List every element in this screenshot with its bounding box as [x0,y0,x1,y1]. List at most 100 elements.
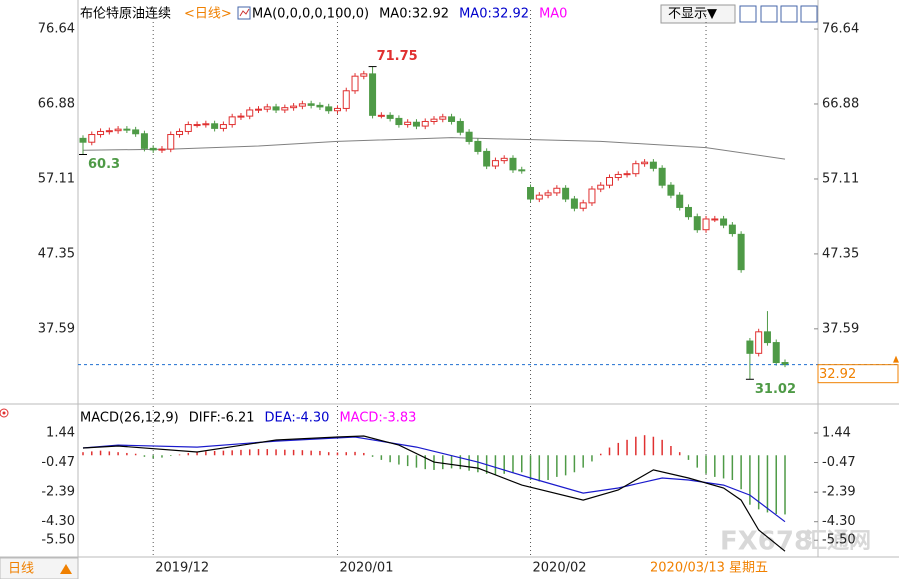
legend-item: DIFF:-6.21 [189,411,255,426]
y-tick-label-right: 47.35 [822,246,859,261]
candle-body [211,123,219,129]
y-tick-label: -0.47 [41,455,75,470]
candle-body [140,133,148,149]
legend-item: MACD(26,12,9) [80,411,179,426]
candle-body [518,169,526,172]
legend-item: MA(0,0,0,0,100,0) [252,7,369,22]
candle-body [746,340,754,354]
candle-body [755,331,763,354]
candle-body [544,192,552,196]
candle-body [193,124,201,127]
candle-body [649,161,657,169]
candle-body [263,106,271,110]
y-tick-label-right: 76.64 [822,22,859,37]
candle-body [684,206,692,218]
candle-body [702,218,710,231]
candle-body [307,103,315,106]
tool-button[interactable] [739,5,757,23]
tool-button[interactable] [780,5,798,23]
candle-body [667,184,675,196]
y-tick-label: -2.39 [41,485,75,500]
candle-body [527,187,535,200]
period-label: <日线> [184,7,232,22]
y-tick-label-right: 37.59 [822,321,859,336]
candle-body [632,163,640,175]
candle-body [377,114,385,117]
candle-body [246,109,254,117]
y-tick-label: 76.64 [38,22,75,37]
period-button[interactable]: 日线 [0,557,79,579]
legend-item: DEA:-4.30 [265,411,330,426]
candle-body [448,116,456,122]
y-tick-label-right: -0.47 [822,455,856,470]
candle-body [483,150,491,167]
last-price-label: 32.92 [819,367,856,382]
candle-body [588,188,596,204]
ma-line [82,137,786,160]
x-tick-label: 2020/02 [533,561,587,576]
candle-body [97,130,105,136]
candle-body [202,123,210,126]
candle-body [237,115,245,118]
candle-body [369,73,377,116]
candle-body [395,117,403,126]
y-tick-label: 47.35 [38,246,75,261]
toolbar-buttons [739,5,818,23]
candle-body [325,106,333,112]
candle-body [465,131,473,142]
candle-body [597,184,605,190]
low-label: 31.02 [755,382,796,397]
candle-body [132,129,140,135]
candle-body [184,124,192,132]
legend-item: MA0:32.92 [379,7,449,22]
candle-body [404,121,412,126]
candle-body [105,130,113,133]
y-tick-label: -5.50 [41,533,75,548]
y-tick-label: -4.30 [41,514,75,529]
candle-body [711,218,719,221]
candle-body [360,73,368,77]
display-toggle[interactable]: 不显示▼ [660,4,736,24]
candle-body [553,187,561,194]
candle-body [316,104,324,108]
candle-body [456,120,464,133]
period-button-text[interactable]: 日线 [8,562,34,577]
candle-body [272,106,280,111]
watermark-code: FX678 [720,527,812,557]
candle-body [579,202,587,209]
tool-button[interactable] [800,5,818,23]
candle-body [281,107,289,111]
candle-body [290,105,298,109]
legend-item: MACD:-3.83 [339,411,416,426]
cursor-date: 2020/03/13 星期五 [650,561,768,576]
y-tick-label-right: 57.11 [822,171,859,186]
candle-body [606,177,614,186]
candle-body [351,75,359,92]
period-button-arrow[interactable] [60,564,72,574]
candle-body [772,342,780,364]
candle-body [509,157,517,171]
y-tick-label-right: -5.50 [822,533,856,548]
display-toggle-text[interactable]: 不显示▼ [668,7,717,22]
candle-body [333,107,341,112]
candle-body [421,120,429,127]
tool-button[interactable] [760,5,778,23]
candle-body [693,216,701,231]
candle-body [167,134,175,150]
y-tick-label: 37.59 [38,321,75,336]
legend-item: MA0:32.92 [459,7,529,22]
candle-body [342,90,350,109]
candle-body [255,108,263,111]
candle-body [728,224,736,235]
candle-body [176,130,184,136]
candle-body [535,194,543,200]
y-tick-label: 1.44 [46,426,75,441]
ma-icon [237,6,251,20]
candle-body [439,116,447,120]
candle-body [562,187,570,200]
diff-line [82,435,786,552]
y-tick-label-right: 66.88 [822,96,859,111]
y-tick-label-right: -2.39 [822,485,856,500]
